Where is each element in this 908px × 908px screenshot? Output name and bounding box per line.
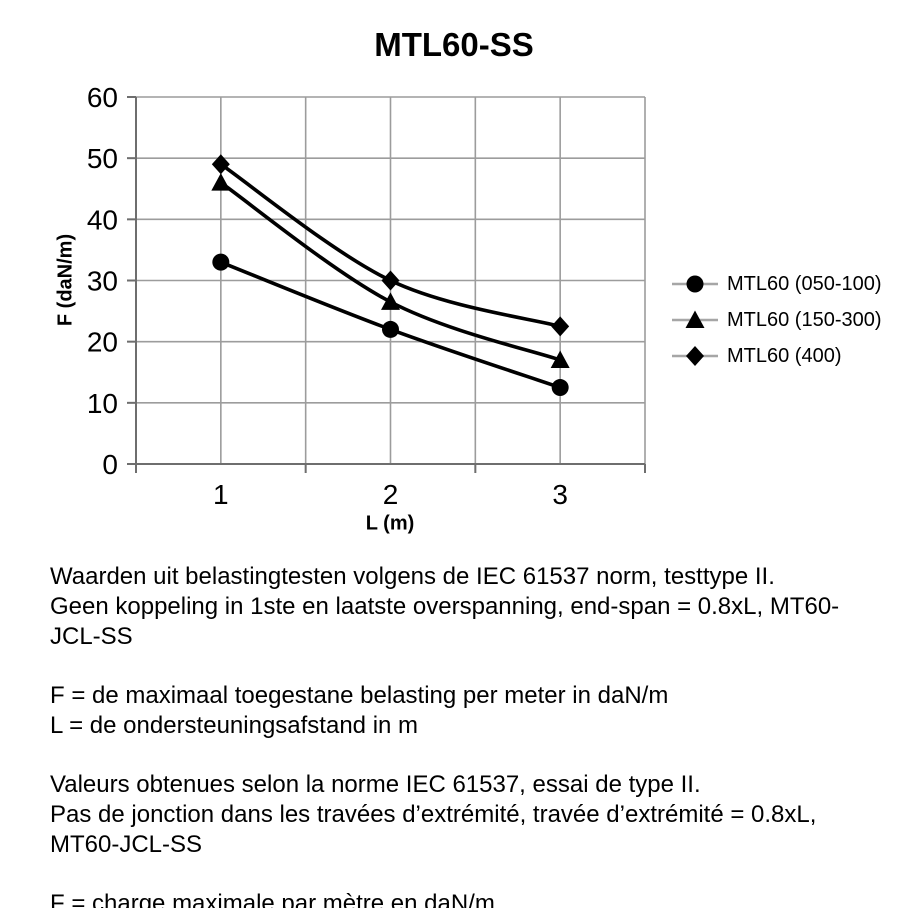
- circle-marker-icon: [212, 253, 230, 271]
- legend-item: MTL60 (050-100): [672, 266, 882, 302]
- y-tick-label: 10: [87, 388, 118, 419]
- circle-marker-icon: [686, 275, 704, 293]
- y-tick-label: 50: [87, 143, 118, 174]
- triangle-marker-icon: [211, 173, 231, 191]
- note-line: Geen koppeling in 1ste en laatste oversp…: [50, 593, 840, 650]
- circle-marker-icon: [551, 379, 569, 397]
- y-tick-label: 60: [87, 82, 118, 113]
- triangle-marker-icon: [381, 292, 400, 310]
- note-line: Valeurs obtenues selon la norme IEC 6153…: [50, 771, 701, 798]
- line-chart: 0 10 20 30 40 50 60 1 2 3: [87, 82, 646, 510]
- chart-legend: MTL60 (050-100) MTL60 (150-300) MTL60 (400…: [672, 266, 882, 374]
- legend-label: MTL60 (400): [727, 344, 842, 367]
- legend-item: MTL60 (400): [672, 338, 882, 374]
- y-tick-label: 40: [87, 204, 118, 235]
- x-axis-title: L (m): [365, 512, 415, 535]
- y-tick-label: 0: [102, 449, 118, 480]
- diamond-marker-icon: [551, 316, 570, 337]
- note-paragraph: Waarden uit belastingtesten volgens de I…: [50, 562, 880, 652]
- x-tick-label: 2: [383, 479, 399, 510]
- diamond-marker-icon: [686, 346, 704, 366]
- x-tick-label: 1: [213, 479, 229, 510]
- circle-marker-icon: [382, 320, 399, 338]
- legend-label: MTL60 (050-100): [727, 272, 882, 295]
- chart-title: MTL60-SS: [374, 26, 534, 63]
- y-tick-label: 30: [87, 266, 118, 297]
- y-axis-title: F (daN/m): [54, 233, 77, 327]
- triangle-marker-icon: [685, 310, 705, 328]
- note-line: F = charge maximale par mètre en daN/m: [50, 890, 495, 908]
- note-paragraph: F = charge maximale par mètre en daN/mL …: [50, 889, 880, 908]
- note-line: F = de maximaal toegestane belasting per…: [50, 682, 669, 709]
- note-line: Pas de jonction dans les travées d’extré…: [50, 801, 817, 858]
- triangle-marker-icon: [550, 350, 570, 369]
- note-paragraph: F = de maximaal toegestane belasting per…: [50, 681, 880, 741]
- x-tick-label: 3: [552, 479, 568, 510]
- legend-key: [672, 346, 718, 366]
- diamond-marker-icon: [381, 270, 400, 291]
- legend-key: [672, 310, 718, 328]
- notes: Waarden uit belastingtesten volgens de I…: [50, 562, 880, 908]
- note-line: Waarden uit belastingtesten volgens de I…: [50, 563, 775, 590]
- legend-label: MTL60 (150-300): [727, 308, 882, 331]
- note-paragraph: Valeurs obtenues selon la norme IEC 6153…: [50, 770, 880, 860]
- legend-key: [672, 275, 718, 293]
- diamond-marker-icon: [211, 154, 230, 175]
- y-tick-label: 20: [87, 327, 118, 358]
- note-line: L = de ondersteuningsafstand in m: [50, 712, 419, 739]
- legend-item: MTL60 (150-300): [672, 302, 882, 338]
